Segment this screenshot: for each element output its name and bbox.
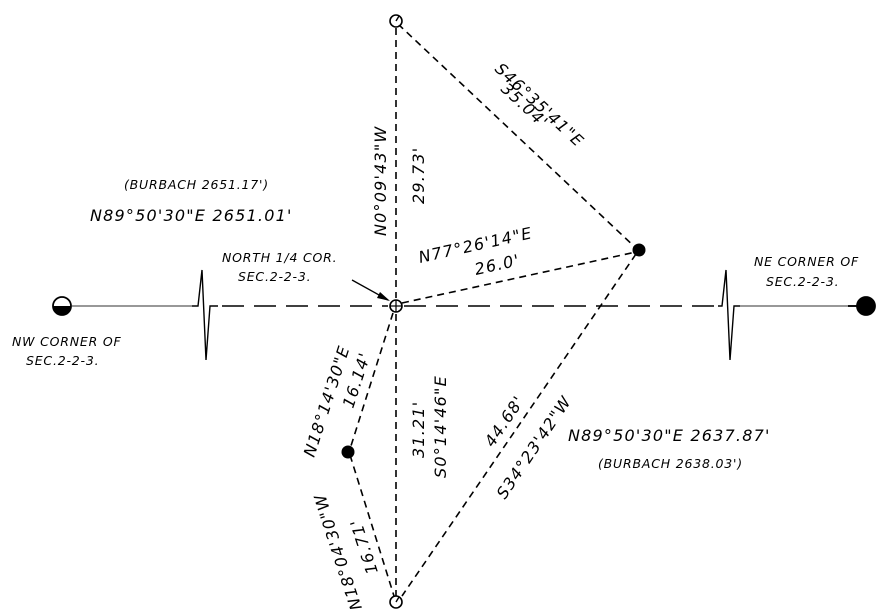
leader-arrowhead — [377, 292, 390, 301]
south-distance-label: 31.21' — [409, 401, 428, 458]
north-quarter-label-1: NORTH 1/4 COR. — [222, 250, 337, 265]
nw-corner-label-1: NW CORNER OF — [12, 334, 121, 349]
burbach-east-label: (BURBACH 2638.03') — [598, 456, 743, 471]
tie-line-sw-lower — [349, 454, 395, 597]
break-symbol-east — [718, 269, 740, 361]
se-tie-distance-label: 44.68' — [481, 392, 529, 450]
ne-corner-label-1: NE CORNER OF — [754, 254, 859, 269]
ne-corner-label-2: SEC.2-2-3. — [766, 274, 839, 289]
bearing-west-label: N89°50'30"E 2651.01' — [90, 206, 293, 225]
top-monument-tick — [395, 15, 400, 22]
top-bearing-label: N0°09'43"W — [371, 126, 390, 236]
north-quarter-label-2: SEC.2-2-3. — [238, 269, 311, 284]
ne-corner-icon — [856, 296, 876, 316]
sw-witness-dot-icon — [341, 445, 355, 459]
tie-line-northeast — [397, 23, 639, 251]
east-tie-distance-label: 26.0' — [473, 250, 522, 279]
break-symbol-west — [192, 269, 218, 361]
tie-line-southeast — [401, 253, 637, 597]
bearing-east-label: N89°50'30"E 2637.87' — [568, 426, 771, 445]
bottom-monument-tick — [395, 596, 400, 603]
east-witness-dot-icon — [632, 243, 646, 257]
south-bearing-label: S0°14'46"E — [431, 375, 450, 478]
nw-corner-label-2: SEC.2-2-3. — [26, 353, 99, 368]
top-distance-label: 29.73' — [409, 147, 428, 204]
nw-corner-fill — [53, 306, 71, 315]
tie-line-east — [401, 251, 637, 304]
ne-tie-bearing-label: S46°35'41"E — [491, 59, 588, 151]
burbach-west-label: (BURBACH 2651.17') — [124, 177, 269, 192]
